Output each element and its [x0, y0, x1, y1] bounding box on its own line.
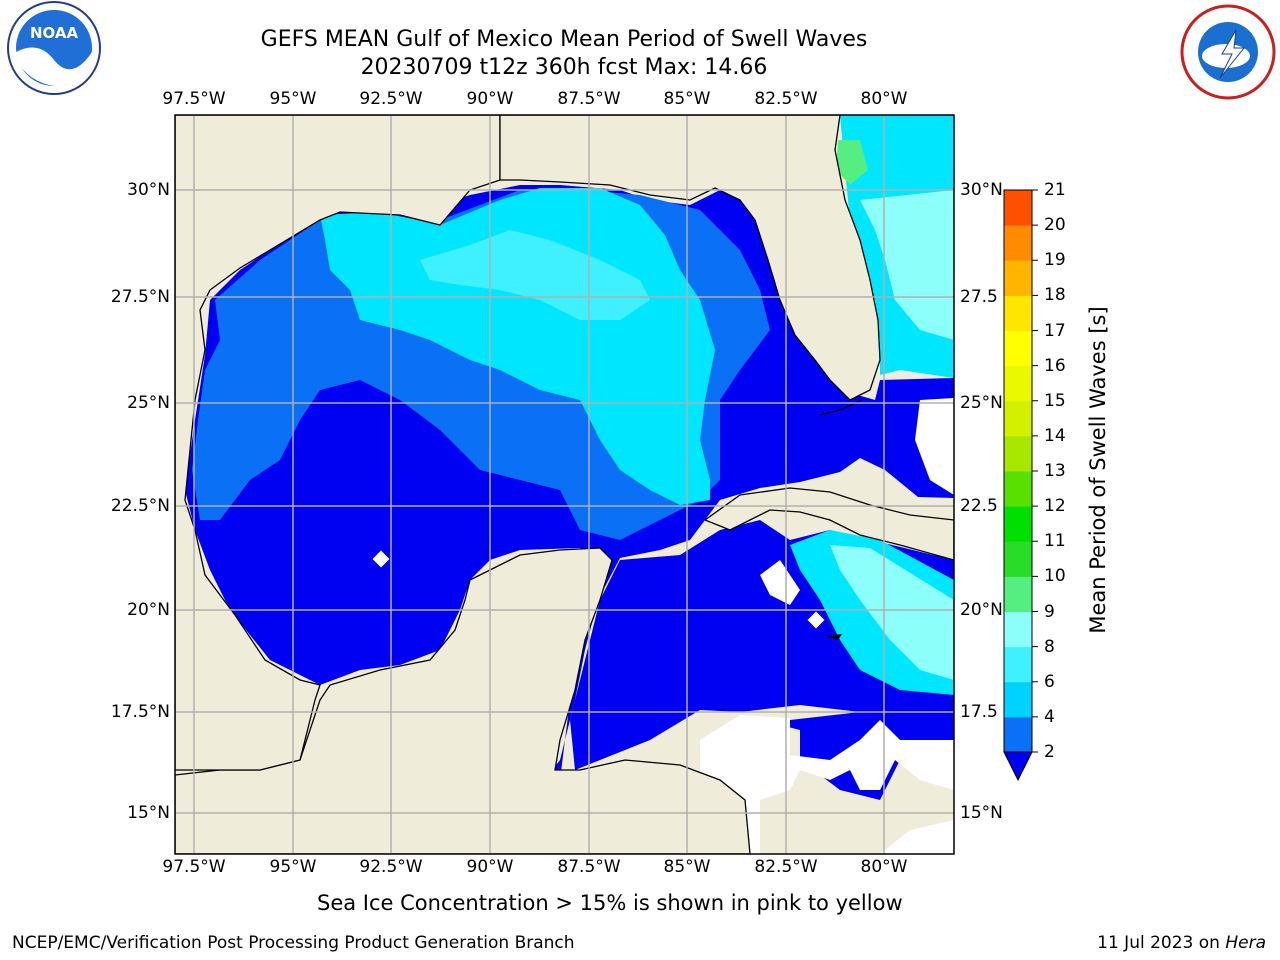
mexico-west-land	[175, 115, 501, 771]
colorbar-tick-label: 4	[1044, 706, 1055, 727]
colorbar-tick-label: 18	[1044, 285, 1066, 306]
colorbar-segment	[1004, 681, 1032, 718]
lat-tick-left-5: 20°N	[127, 600, 170, 620]
gulf-cyan-swell-region	[320, 188, 715, 505]
colorbar-tick-label: 20	[1044, 215, 1066, 236]
colorbar-segment	[1004, 471, 1032, 507]
colorbar-segment	[1004, 365, 1032, 402]
colorbar-segment	[1004, 295, 1032, 331]
atlantic-green-swell-patch	[836, 140, 868, 185]
colorbar-segment	[1004, 260, 1032, 296]
colorbar-segment	[1004, 646, 1032, 683]
map-gridlines	[175, 115, 954, 854]
lat-tick-left-6: 17.5°N	[110, 702, 170, 722]
lat-tick-right-4: 22.5	[960, 496, 998, 516]
run-host: Hera	[1225, 933, 1266, 953]
lon-tick-top-7: 82.5°W	[754, 89, 818, 109]
lon-tick-bottom-3: 92.5°W	[359, 857, 423, 877]
colorbar-tick-label: 2	[1044, 742, 1055, 762]
colorbar-segment	[1004, 611, 1032, 648]
colorbar-tick-label: 13	[1044, 461, 1066, 481]
lat-tick-right-3: 25°N	[960, 393, 1003, 413]
colorbar-tick-label: 10	[1044, 566, 1066, 587]
colorbar-tick-label: 6	[1044, 671, 1055, 692]
lat-tick-right-5: 20°N	[960, 600, 1003, 620]
lon-tick-top-5: 87.5°W	[557, 89, 621, 109]
yucatan-land	[175, 547, 751, 854]
colorbar-tick-label: 12	[1044, 496, 1066, 517]
no-data-region-3	[760, 560, 800, 605]
colorbar-label: Mean Period of Swell Waves [s]	[1086, 306, 1110, 634]
colorbar-tick-label: 21	[1044, 180, 1066, 200]
no-data-region-5	[372, 550, 390, 568]
colorbar-segment	[1004, 506, 1032, 542]
lat-tick-left-7: 15°N	[127, 803, 170, 823]
colorbar-tick-label: 14	[1044, 425, 1066, 446]
colorbar-tick-label: 9	[1044, 601, 1055, 622]
colorbar-tick-label: 19	[1044, 250, 1066, 271]
run-date-text: 11 Jul 2023 on	[1097, 933, 1226, 953]
lat-tick-right-1: 30°N	[960, 180, 1003, 200]
colorbar-segment	[1004, 190, 1032, 226]
lon-tick-bottom-7: 82.5°W	[754, 857, 818, 877]
lat-tick-left-1: 30°N	[127, 180, 170, 200]
producer-credit: NCEP/EMC/Verification Post Processing Pr…	[12, 933, 575, 953]
no-data-region-4	[807, 611, 825, 629]
colorbar-segment	[1004, 400, 1032, 437]
colorbar-segment	[1004, 435, 1032, 472]
lat-tick-right-2: 27.5	[960, 287, 998, 307]
colorbar	[1003, 189, 1038, 753]
lon-tick-bottom-2: 95°W	[269, 857, 317, 877]
noaa-logo: NOAA	[4, 0, 104, 100]
map-title: GEFS MEAN Gulf of Mexico Mean Period of …	[260, 27, 868, 52]
colorbar-tick-label: 16	[1044, 355, 1066, 376]
sea-ice-caption: Sea Ice Concentration > 15% is shown in …	[317, 891, 903, 915]
us-gulf-coast-land	[499, 115, 881, 401]
lon-tick-bottom-1: 97.5°W	[162, 857, 226, 877]
colorbar-tick-label: 15	[1044, 390, 1066, 411]
lat-tick-left-2: 27.5°N	[110, 287, 170, 307]
caribbean-pale-swell-region	[830, 545, 954, 680]
colorbar-segment	[1004, 330, 1032, 367]
colorbar-segment	[1004, 716, 1032, 753]
lon-tick-bottom-5: 87.5°W	[557, 857, 621, 877]
lat-tick-right-7: 15°N	[960, 803, 1003, 823]
lon-tick-top-2: 95°W	[269, 89, 317, 109]
isle-of-youth	[826, 634, 842, 640]
svg-text:NOAA: NOAA	[30, 24, 79, 42]
lon-tick-top-4: 90°W	[466, 89, 514, 109]
lon-tick-top-1: 97.5°W	[162, 89, 226, 109]
lon-tick-top-8: 80°W	[860, 89, 908, 109]
lon-tick-top-3: 92.5°W	[359, 89, 423, 109]
colorbar-tick-label: 8	[1044, 636, 1055, 657]
lon-tick-top-6: 85°W	[663, 89, 711, 109]
no-data-region-2	[915, 398, 954, 495]
lat-tick-left-4: 22.5°N	[110, 496, 170, 516]
colorbar-segment	[1004, 576, 1032, 612]
colorbar-tick-label: 11	[1044, 531, 1066, 552]
lon-tick-bottom-6: 85°W	[663, 857, 711, 877]
lon-tick-bottom-4: 90°W	[466, 857, 514, 877]
map-subtitle: 20230709 t12z 360h fcst Max: 14.66	[360, 55, 768, 80]
lat-tick-left-3: 25°N	[127, 393, 170, 413]
colorbar-segment	[1004, 225, 1032, 261]
map-frame	[174, 114, 955, 855]
colorbar-segment	[1004, 541, 1032, 577]
no-data-region-1	[700, 715, 954, 854]
run-date: 11 Jul 2023 on Hera	[1097, 933, 1266, 953]
lon-tick-bottom-8: 80°W	[860, 857, 908, 877]
lat-tick-right-6: 17.5	[960, 702, 998, 722]
colorbar-tick-label: 17	[1044, 320, 1066, 341]
nws-logo	[1178, 4, 1278, 100]
colorbar-extend-arrow	[1003, 751, 1033, 782]
